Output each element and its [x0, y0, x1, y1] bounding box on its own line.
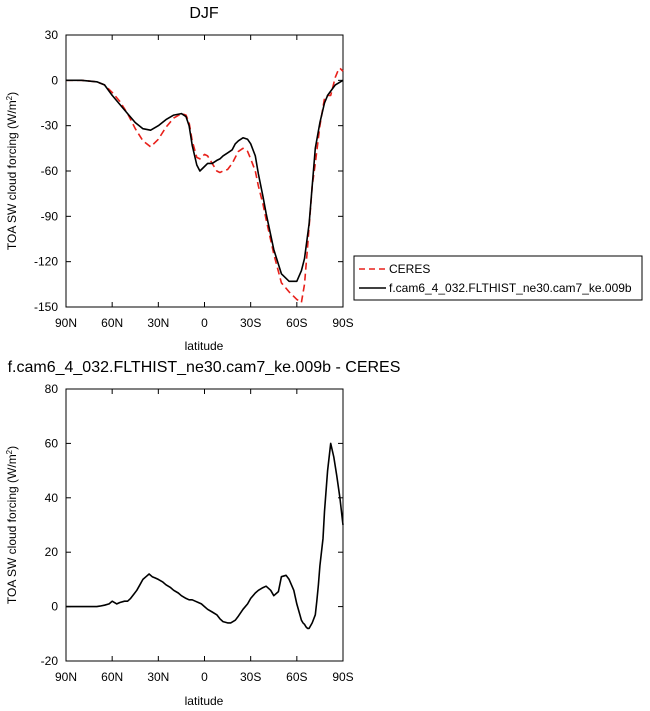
y-tick-label: -30	[41, 119, 59, 133]
x-tick-label: 60N	[101, 670, 123, 684]
y-axis-label-superscript: 2	[5, 449, 14, 454]
legend-label-model: f.cam6_4_032.FLTHIST_ne30.cam7_ke.009b	[389, 281, 632, 295]
x-tick-label: 30S	[240, 670, 261, 684]
series-line-model	[66, 442, 344, 630]
chart-title: f.cam6_4_032.FLTHIST_ne30.cam7_ke.009b -…	[8, 359, 401, 376]
y-tick-label: 80	[45, 382, 59, 396]
y-tick-label: 40	[45, 491, 59, 505]
series-line-model	[66, 79, 344, 283]
x-tick-label: 30S	[240, 316, 261, 330]
x-tick-label: 0	[201, 670, 208, 684]
x-tick-label: 30N	[147, 316, 169, 330]
legend-label-ceres: CERES	[389, 262, 430, 276]
x-tick-label: 60N	[101, 316, 123, 330]
x-tick-label: 90S	[332, 670, 353, 684]
bottom-panel: f.cam6_4_032.FLTHIST_ne30.cam7_ke.009b -…	[5, 359, 400, 708]
y-axis-label-superscript: 2	[5, 95, 14, 100]
x-tick-label: 60S	[286, 670, 307, 684]
y-tick-label: -120	[34, 255, 58, 269]
y-tick-label: 0	[51, 600, 58, 614]
x-axis-label: latitude	[185, 694, 224, 708]
y-tick-label: 60	[45, 436, 59, 450]
y-axis-label: TOA SW cloud forcing (W/m2)	[5, 92, 19, 250]
y-tick-label: -60	[41, 164, 59, 178]
plot-frame	[65, 34, 344, 308]
top-panel: DJF TOA SW cloud forcing (W/m2) latitude…	[5, 5, 354, 353]
y-tick-label: 30	[45, 28, 59, 42]
x-tick-label: 0	[201, 316, 208, 330]
legend: CERES f.cam6_4_032.FLTHIST_ne30.cam7_ke.…	[353, 255, 643, 301]
y-axis-label: TOA SW cloud forcing (W/m2)	[5, 446, 19, 604]
x-tick-label: 30N	[147, 670, 169, 684]
y-tick-label: -20	[41, 654, 59, 668]
x-tick-label: 60S	[286, 316, 307, 330]
y-tick-label: -150	[34, 300, 58, 314]
legend-box	[353, 255, 643, 301]
chart-marks: 90N 60N 30N 0 30S 60S 90S 30 0 -30 -60 -90 -120 -150	[34, 28, 354, 330]
x-tick-label: 90S	[332, 316, 353, 330]
x-tick-label: 90N	[55, 670, 77, 684]
x-axis-label: latitude	[185, 339, 224, 353]
y-tick-label: 0	[51, 73, 58, 87]
chart-title: DJF	[189, 5, 219, 22]
y-tick-label: 20	[45, 545, 59, 559]
x-tick-label: 90N	[55, 316, 77, 330]
chart-marks: 90N 60N 30N 0 30S 60S 90S 80 60 40 20 0 -20	[41, 382, 354, 684]
y-tick-label: -90	[41, 209, 59, 223]
